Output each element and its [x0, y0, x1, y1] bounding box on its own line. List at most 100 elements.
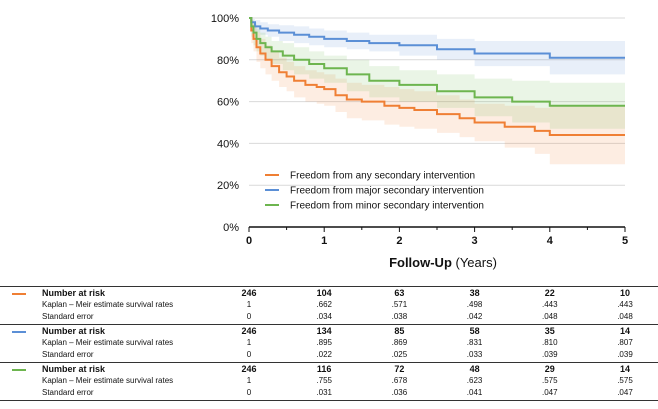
risk-cell: 29: [544, 364, 555, 374]
risk-row-label: Kaplan – Meir estimate survival rates: [42, 376, 174, 385]
risk-cell: 134: [316, 326, 332, 336]
x-axis-label-main: Follow-Up: [389, 255, 452, 270]
risk-cell: .022: [316, 350, 332, 359]
risk-cell: .038: [391, 312, 408, 321]
risk-cell: 72: [394, 364, 405, 374]
risk-cell: .575: [617, 376, 633, 385]
risk-cell: 246: [241, 288, 257, 298]
legend-label-major: Freedom from major secondary interventio…: [290, 186, 484, 197]
risk-group-minor: Number at risk 246 116 72 48 29 14 Kaplan – Mei…: [0, 362, 658, 401]
curve-any: [249, 17, 625, 136]
y-tick-label: 100%: [211, 13, 239, 25]
risk-cell: .443: [617, 300, 633, 309]
legend-label-minor: Freedom from minor secondary interventio…: [290, 201, 484, 212]
risk-cell: .869: [391, 338, 408, 347]
y-tick-label: 60%: [217, 97, 239, 109]
x-tick-label: 3: [472, 235, 478, 247]
risk-cell: .039: [617, 350, 633, 359]
y-tick-label: 20%: [217, 180, 239, 192]
risk-table: Number at risk 246 104 63 38 22 10 Kaplan – Mei…: [0, 286, 658, 401]
risk-cell: 10: [619, 288, 630, 298]
risk-table-row: Number at risk 246 104 63 38 22 10: [0, 287, 658, 299]
risk-cell: .575: [542, 376, 558, 385]
x-tick-label: 0: [246, 235, 252, 247]
risk-table-row: Standard error 0 .022 .025 .033 .039 .039: [0, 349, 658, 361]
risk-group-swatch: [12, 331, 26, 333]
risk-cell: 1: [246, 376, 252, 385]
risk-row-label: Kaplan – Meir estimate survival rates: [42, 338, 174, 347]
risk-cell: .041: [466, 388, 483, 397]
risk-cell: .498: [466, 300, 483, 309]
curve-minor: [249, 17, 625, 107]
risk-cell: 1: [246, 300, 252, 309]
risk-cell: 22: [544, 288, 555, 298]
survival-chart: 0% 20% 40% 60% 80% 100% 0 1 2 3 4 5 Freedom from an…: [211, 13, 628, 270]
risk-cell: 38: [469, 288, 480, 298]
risk-cell: 35: [544, 326, 555, 336]
risk-cell: 246: [241, 326, 257, 336]
risk-cell: 1: [246, 338, 252, 347]
risk-cell: .042: [466, 312, 483, 321]
survival-curves: [249, 17, 625, 136]
risk-table-row: Standard error 0 .031 .036 .041 .047 .047: [0, 387, 658, 399]
risk-cell: 85: [394, 326, 405, 336]
risk-cell: 63: [394, 288, 405, 298]
risk-cell: 48: [469, 364, 480, 374]
risk-cell: .048: [542, 312, 558, 321]
y-tick-label: 0%: [223, 222, 239, 234]
risk-row-label: Number at risk: [42, 364, 106, 374]
risk-cell: .895: [316, 338, 332, 347]
risk-table-row: Kaplan – Meir estimate survival rates 1 .6…: [0, 299, 658, 311]
x-tick-label: 5: [622, 235, 628, 247]
risk-cell: 116: [316, 364, 332, 374]
risk-cell: .807: [617, 338, 633, 347]
risk-group-any: Number at risk 246 104 63 38 22 10 Kaplan – Mei…: [0, 286, 658, 324]
x-tick-label: 4: [547, 235, 554, 247]
risk-group-swatch: [12, 369, 26, 371]
risk-cell: .678: [391, 376, 408, 385]
x-axis-label-unit: (Years): [452, 255, 497, 270]
risk-row-label: Standard error: [42, 350, 94, 359]
risk-cell: .831: [466, 338, 483, 347]
risk-table-row: Kaplan – Meir estimate survival rates 1 .8…: [0, 337, 658, 349]
risk-cell: 104: [316, 288, 332, 298]
risk-table-row: Kaplan – Meir estimate survival rates 1 .7…: [0, 375, 658, 387]
risk-cell: .810: [542, 338, 558, 347]
legend: Freedom from any secondary intervention F…: [265, 171, 484, 212]
risk-cell: .039: [542, 350, 558, 359]
legend-label-any: Freedom from any secondary intervention: [290, 171, 475, 182]
risk-row-label: Kaplan – Meir estimate survival rates: [42, 300, 174, 309]
gridlines: [249, 17, 625, 186]
y-tick-label: 80%: [217, 55, 239, 67]
risk-row-label: Number at risk: [42, 326, 106, 336]
risk-cell: 0: [246, 388, 252, 397]
risk-table-row: Number at risk 246 116 72 48 29 14: [0, 363, 658, 375]
risk-cell: 0: [246, 312, 252, 321]
risk-group-major: Number at risk 246 134 85 58 35 14 Kaplan – Mei…: [0, 324, 658, 362]
risk-cell: .036: [391, 388, 408, 397]
risk-row-label: Number at risk: [42, 288, 106, 298]
risk-cell: .047: [617, 388, 633, 397]
risk-row-label: Standard error: [42, 388, 94, 397]
risk-group-swatch: [12, 293, 26, 295]
risk-cell: 58: [469, 326, 480, 336]
x-tick-label: 2: [396, 235, 402, 247]
x-axis-label: Follow-Up (Years): [389, 255, 497, 270]
risk-cell: .443: [542, 300, 558, 309]
curve-major: [249, 17, 625, 59]
risk-cell: 246: [241, 364, 257, 374]
y-tick-label: 40%: [217, 138, 239, 150]
risk-cell: 14: [619, 364, 630, 374]
axes: 0% 20% 40% 60% 80% 100% 0 1 2 3 4 5: [211, 13, 628, 247]
risk-row-label: Standard error: [42, 312, 94, 321]
risk-cell: .025: [391, 350, 408, 359]
risk-cell: .755: [316, 376, 332, 385]
risk-cell: .571: [391, 300, 408, 309]
risk-cell: .662: [316, 300, 332, 309]
risk-cell: 14: [619, 326, 630, 336]
risk-table-row: Standard error 0 .034 .038 .042 .048 .048: [0, 311, 658, 323]
risk-cell: .623: [466, 376, 483, 385]
risk-cell: 0: [246, 350, 252, 359]
risk-table-row: Number at risk 246 134 85 58 35 14: [0, 325, 658, 337]
x-tick-label: 1: [321, 235, 327, 247]
